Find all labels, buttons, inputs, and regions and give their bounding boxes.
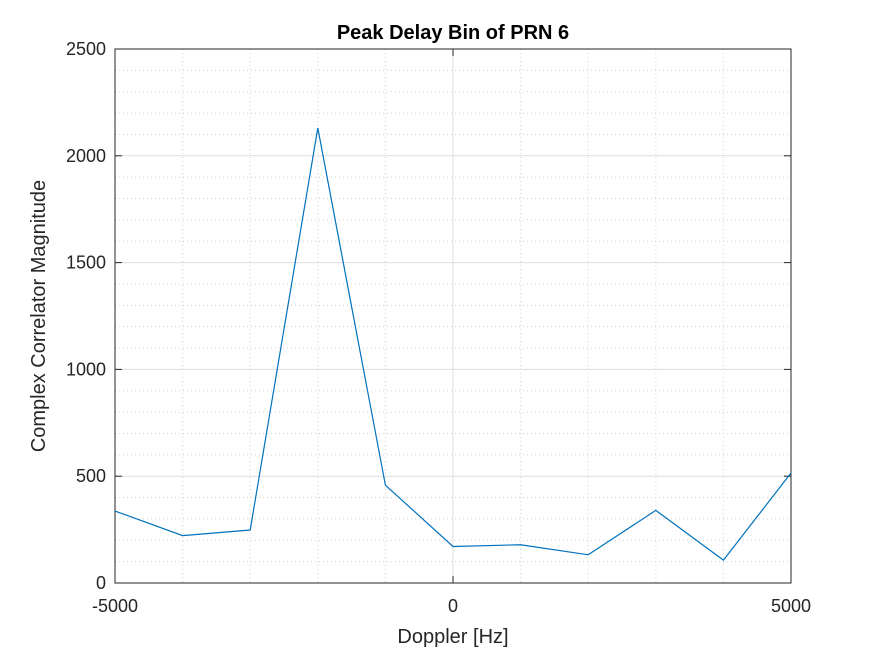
x-tick-label: 0: [448, 596, 458, 616]
x-axis-label: Doppler [Hz]: [397, 626, 508, 648]
x-tick-label: -5000: [92, 596, 138, 616]
grid: [114, 48, 792, 584]
y-axis-label: Complex Correlator Magnitude: [28, 180, 50, 452]
x-tick-label: 5000: [771, 596, 811, 616]
chart-title: Peak Delay Bin of PRN 6: [337, 22, 569, 44]
tick-labels: -5000 0 5000 0 500 1000 1500 2000 2500: [66, 39, 811, 616]
y-tick-label: 2500: [66, 39, 106, 59]
series-layer: [114, 127, 792, 561]
y-tick-label: 1500: [66, 253, 106, 273]
y-tick-label: 1000: [66, 359, 106, 379]
axes: [114, 48, 792, 584]
y-tick-label: 0: [96, 573, 106, 593]
y-tick-label: 2000: [66, 146, 106, 166]
y-tick-label: 500: [76, 466, 106, 486]
